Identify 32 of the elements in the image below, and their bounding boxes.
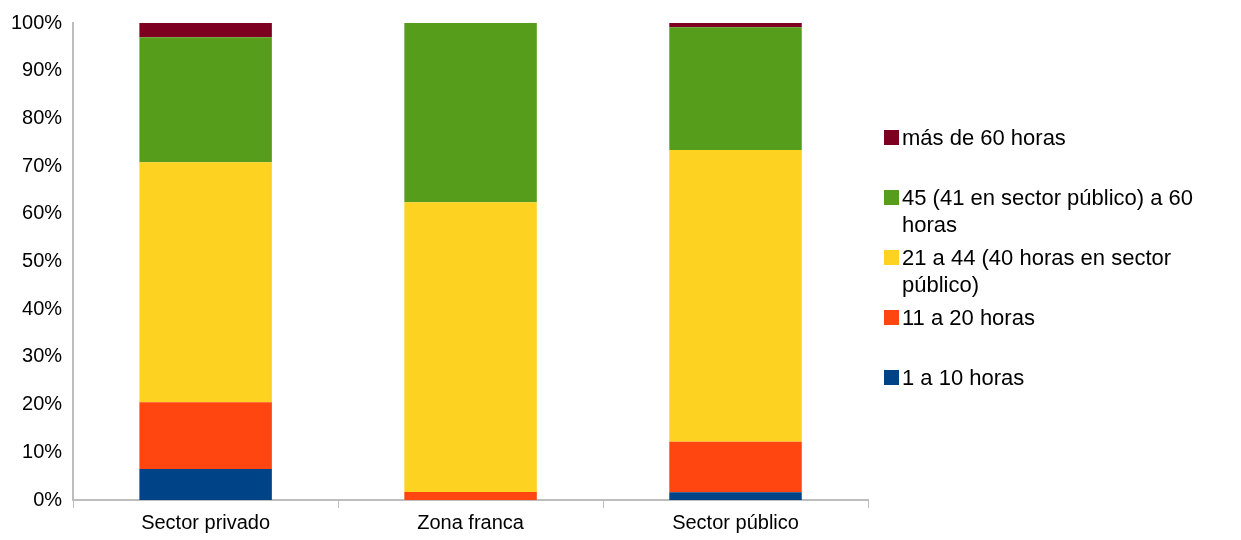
x-tick-label: Sector privado bbox=[141, 510, 271, 533]
bar bbox=[669, 492, 802, 500]
bar bbox=[669, 441, 802, 493]
y-tick-label: 0% bbox=[33, 487, 63, 510]
bar bbox=[139, 402, 272, 469]
legend-label: 45 (41 en sector público) a 60 horas bbox=[902, 184, 1195, 238]
y-tick-label: 70% bbox=[22, 153, 63, 176]
bar bbox=[139, 162, 272, 403]
y-tick-label: 50% bbox=[22, 249, 63, 272]
y-tick-label: 90% bbox=[22, 58, 63, 81]
y-tick-label: 40% bbox=[22, 296, 63, 319]
y-tick-label: 100% bbox=[11, 10, 63, 33]
legend-label: 1 a 10 horas bbox=[902, 364, 1025, 391]
bar bbox=[669, 149, 802, 442]
bar bbox=[669, 27, 802, 150]
y-tick-label: 30% bbox=[22, 344, 63, 367]
y-tick-label: 60% bbox=[22, 201, 63, 224]
bar bbox=[404, 491, 537, 500]
legend-label: más de 60 horas bbox=[902, 124, 1066, 151]
bar bbox=[669, 23, 802, 28]
bar bbox=[139, 37, 272, 163]
bar bbox=[404, 23, 537, 203]
y-tick-label: 80% bbox=[22, 105, 63, 128]
y-tick-label: 20% bbox=[22, 392, 63, 415]
legend-label: 11 a 20 horas bbox=[902, 304, 1035, 331]
legend-label: 21 a 44 (40 horas en sector público) bbox=[902, 244, 1173, 298]
y-tick-label: 10% bbox=[22, 439, 63, 462]
bar bbox=[404, 202, 537, 492]
x-tick-label: Sector público bbox=[672, 510, 799, 533]
bar bbox=[139, 469, 272, 500]
bar bbox=[139, 23, 272, 38]
x-tick-label: Zona franca bbox=[417, 510, 525, 533]
